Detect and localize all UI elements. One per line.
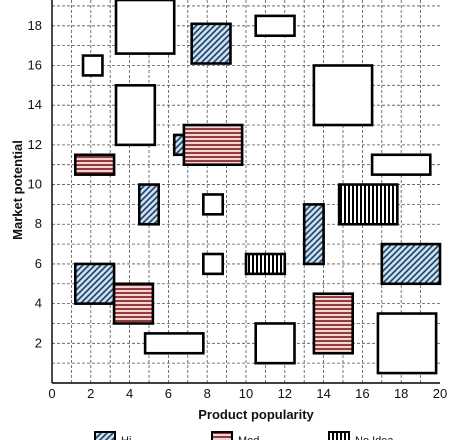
y-axis-title: Market potential: [10, 140, 25, 240]
x-tick-label: 2: [87, 386, 94, 401]
legend-swatch: [211, 431, 233, 440]
data-point-blue-diagonal-14: [302, 203, 325, 266]
data-point-plain-23: [376, 312, 438, 375]
tick-labels: 0 2 4 6 8 10 12 14 16 18 20 2 4 6 8 10 12 14 16 18: [28, 18, 448, 401]
x-tick-label: 8: [204, 386, 211, 401]
data-point-black-vertical-13: [337, 183, 399, 226]
data-point-blue-diagonal-17: [380, 242, 442, 286]
axes: [51, 0, 440, 384]
data-point-blue-diagonal-18: [73, 262, 116, 305]
legend: Hi Med No Idea: [94, 431, 394, 440]
y-tick-label: 16: [28, 57, 42, 72]
data-point-plain-6: [114, 84, 157, 147]
data-point-plain-3: [254, 14, 296, 38]
data-point-plain-10: [370, 153, 432, 176]
legend-item: Med: [211, 431, 259, 440]
x-tick-label: 4: [126, 386, 133, 401]
data-point-red-horizontal-8: [182, 123, 244, 167]
y-tick-label: 2: [35, 335, 42, 350]
legend-swatch: [328, 431, 350, 440]
data-point-plain-4: [81, 54, 104, 77]
legend-label: Hi: [121, 435, 131, 440]
x-tick-label: 16: [355, 386, 369, 401]
x-tick-label: 12: [278, 386, 292, 401]
y-tick-label: 4: [35, 296, 42, 311]
data-point-black-vertical-16: [244, 252, 287, 276]
y-tick-label: 18: [28, 18, 42, 33]
data-point-blue-diagonal-2: [190, 22, 232, 65]
data-point-plain-22: [254, 322, 296, 365]
legend-swatch: [94, 431, 116, 440]
data-point-plain-21: [143, 332, 205, 355]
x-tick-label: 18: [394, 386, 408, 401]
y-tick-label: 8: [35, 216, 42, 231]
data-point-red-horizontal-20: [312, 292, 354, 355]
data-point-plain-15: [202, 252, 225, 276]
y-tick-label: 6: [35, 256, 42, 271]
legend-item: No Idea: [328, 431, 394, 440]
data-point-plain-5: [312, 64, 374, 127]
x-axis-title: Product popularity: [198, 407, 314, 422]
x-tick-label: 6: [165, 386, 172, 401]
legend-item: Hi: [94, 431, 131, 440]
x-tick-label: 10: [239, 386, 253, 401]
data-point-plain-12: [202, 193, 225, 216]
data-point-red-horizontal-9: [73, 153, 116, 176]
y-tick-label: 14: [28, 97, 42, 112]
data-point-red-horizontal-19: [112, 282, 155, 325]
legend-label: Med: [238, 435, 259, 440]
y-tick-label: 10: [28, 177, 42, 192]
data-marks: [73, 0, 442, 375]
data-point-plain-1: [114, 0, 176, 55]
y-tick-label: 12: [28, 137, 42, 152]
x-tick-label: 0: [48, 386, 55, 401]
x-tick-label: 20: [433, 386, 447, 401]
legend-label: No Idea: [355, 435, 394, 440]
data-point-blue-diagonal-11: [138, 183, 161, 226]
x-tick-label: 14: [316, 386, 330, 401]
